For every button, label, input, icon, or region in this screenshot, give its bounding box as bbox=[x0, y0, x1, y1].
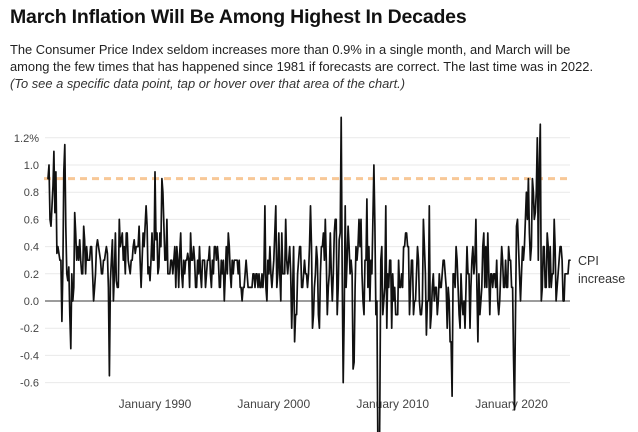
y-tick-label: 0.8 bbox=[24, 187, 39, 199]
x-tick-label: January 2010 bbox=[356, 397, 429, 411]
cpi-series-line[interactable] bbox=[47, 116, 571, 432]
y-tick-label: -0.6 bbox=[20, 378, 39, 390]
hover-instruction-note: (To see a specific data point, tap or ho… bbox=[10, 76, 406, 91]
series-end-label: increase bbox=[578, 272, 625, 286]
cpi-monthly-change-chart[interactable]: 1.2% 1.0 0.8 0.6 0.4 0.2 0.0 -0.2 -0.4 -0.6 Januar… bbox=[0, 112, 638, 432]
x-tick-label: January 2020 bbox=[475, 397, 548, 411]
x-tick-label: January 1990 bbox=[119, 397, 192, 411]
y-tick-label: -0.2 bbox=[20, 323, 39, 335]
y-tick-label: 1.2% bbox=[14, 133, 39, 145]
y-tick-label: 0.4 bbox=[24, 242, 39, 254]
y-tick-label: 0.6 bbox=[24, 214, 39, 226]
y-tick-label: -0.4 bbox=[20, 350, 39, 362]
y-tick-label: 0.2 bbox=[24, 269, 39, 281]
chart-description: The Consumer Price Index seldom increase… bbox=[10, 42, 594, 75]
page-title: March Inflation Will Be Among Highest In… bbox=[10, 6, 467, 28]
y-tick-label: 1.0 bbox=[24, 160, 39, 172]
y-tick-label: 0.0 bbox=[24, 296, 39, 308]
series-end-label: CPI bbox=[578, 254, 599, 268]
x-tick-label: January 2000 bbox=[237, 397, 310, 411]
